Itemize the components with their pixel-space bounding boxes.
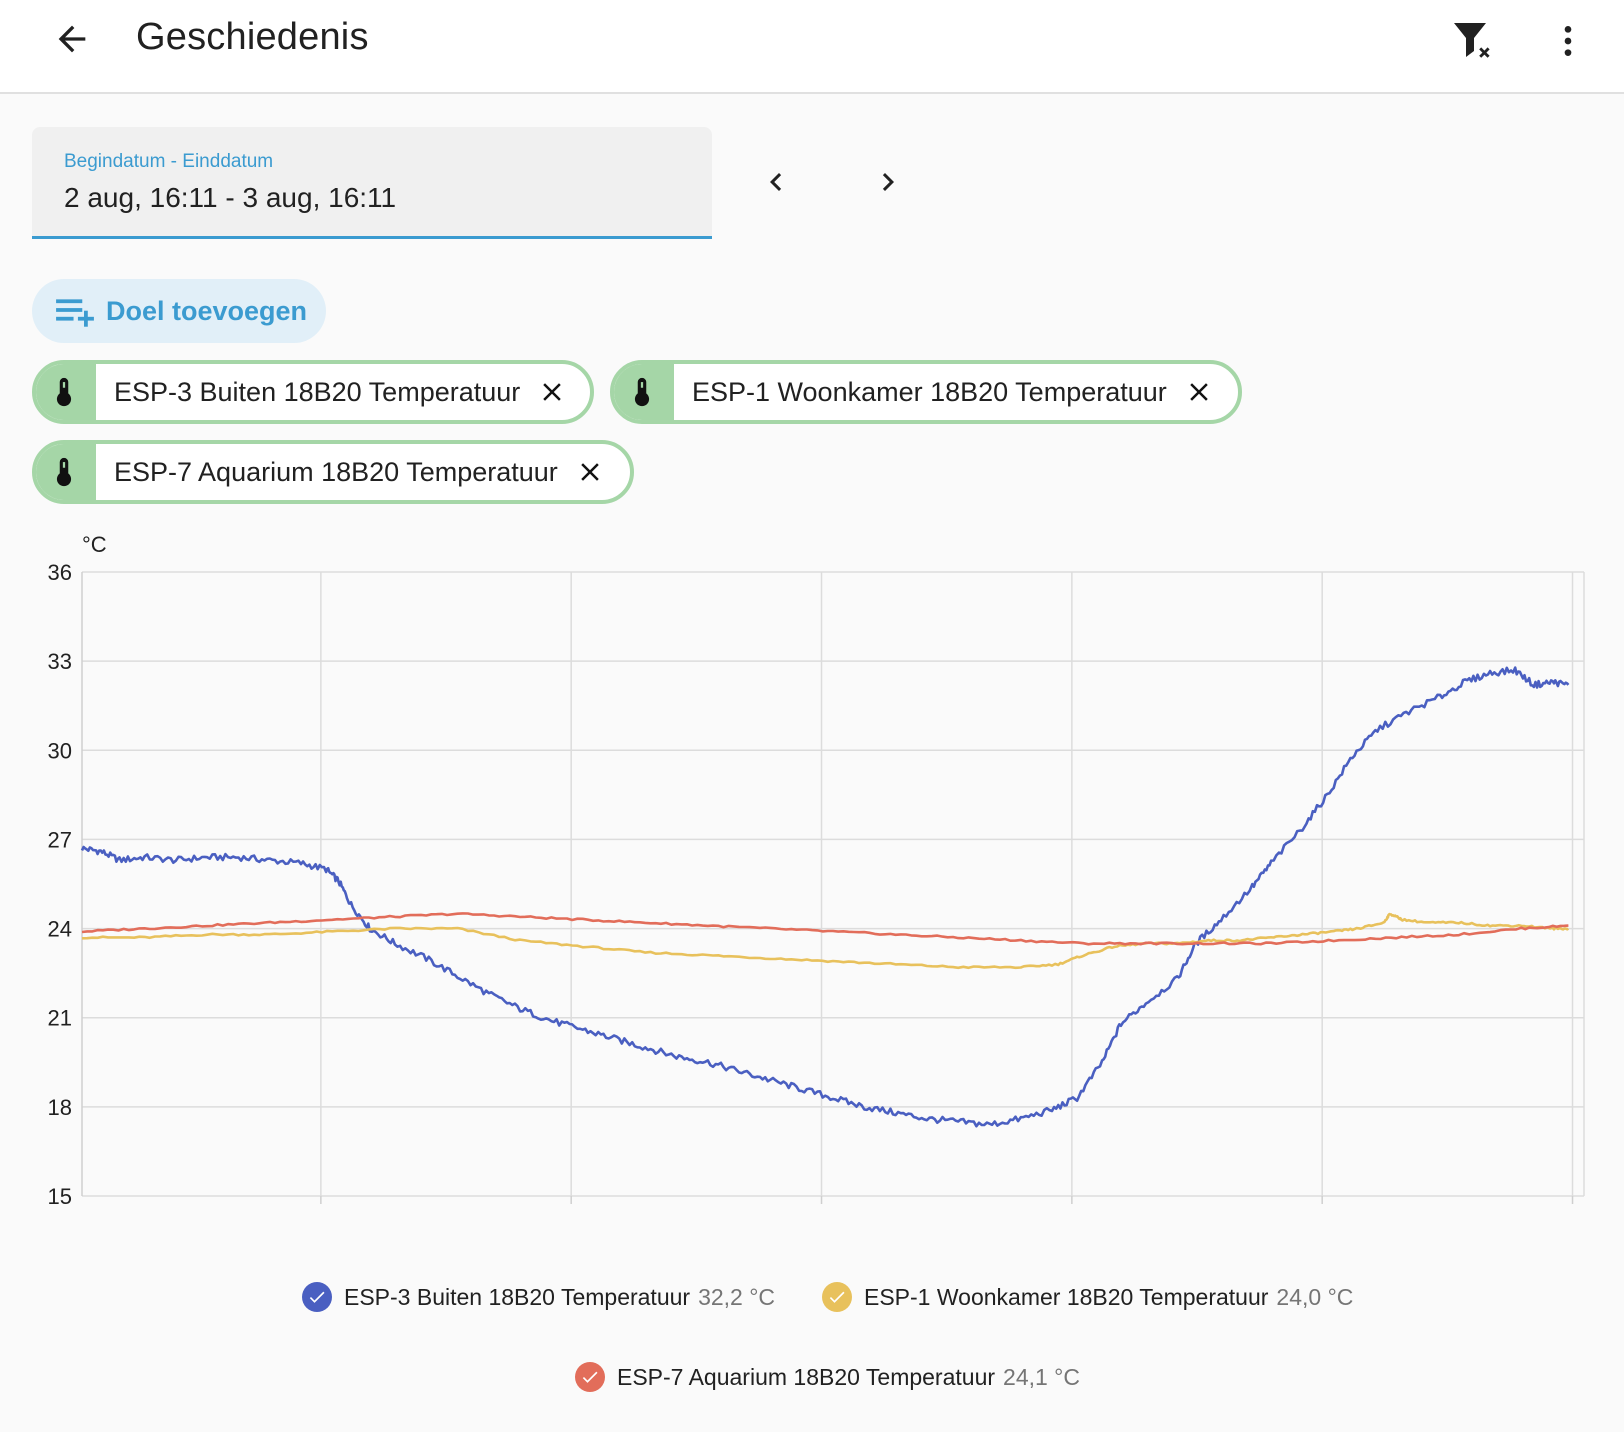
chip-label: ESP-3 Buiten 18B20 Temperatuur [114, 376, 521, 407]
chip-remove-button[interactable] [572, 454, 608, 490]
more-options-button[interactable] [1540, 11, 1596, 71]
x-tick-label: 8:00 [1050, 1218, 1093, 1220]
arrow-left-icon [58, 25, 86, 53]
date-range-picker[interactable]: Begindatum - Einddatum 2 aug, 16:11 - 3 … [32, 127, 712, 239]
close-icon [543, 383, 562, 401]
series-line-esp7 [81, 912, 1569, 946]
legend-series-value: 24,1 °C [1003, 1363, 1080, 1390]
y-tick-label: 30 [48, 738, 72, 763]
history-chart-svg: °C 36 33 30 27 24 21 18 15 20:00 3 aug 4:00 8:00 12:0… [48, 532, 1601, 1220]
x-tick-label: 12:00 [1295, 1218, 1350, 1220]
back-button[interactable] [44, 11, 100, 67]
x-tick-label: 16:00 [1545, 1218, 1600, 1220]
history-chart[interactable]: °C 36 33 30 27 24 21 18 15 20:00 3 aug 4:00 8:00 12:0… [0, 520, 1624, 1220]
chip-label: ESP-1 Woonkamer 18B20 Temperatuur [692, 376, 1167, 407]
series-line-esp3 [80, 666, 1570, 1128]
chevron-right-icon [882, 173, 894, 191]
chip-icon-wrap [36, 444, 96, 500]
series-line-esp1 [81, 912, 1570, 970]
x-tick-label: 4:00 [800, 1218, 843, 1220]
date-range-label: Begindatum - Einddatum [64, 151, 274, 172]
y-tick-label: 18 [48, 1095, 72, 1120]
entity-chip-esp3[interactable]: ESP-3 Buiten 18B20 Temperatuur [32, 360, 594, 424]
clear-filter-button[interactable] [1444, 11, 1504, 71]
chip-icon-wrap [36, 364, 96, 420]
y-tick-label: 24 [48, 917, 72, 942]
legend-item-esp3[interactable]: ESP-3 Buiten 18B20 Temperatuur 32,2 °C [302, 1282, 775, 1312]
close-icon [581, 463, 599, 481]
legend-item-esp7[interactable]: ESP-7 Aquarium 18B20 Temperatuur 24,1 °C [575, 1362, 1080, 1392]
thermometer-icon [634, 377, 650, 407]
check-circle-icon [302, 1282, 332, 1312]
page-title: Geschiedenis [136, 16, 369, 58]
add-target-label: Doel toevoegen [106, 295, 308, 326]
chip-remove-button[interactable] [534, 374, 570, 410]
dots-vertical-icon [1564, 26, 1572, 56]
previous-period-button[interactable] [748, 154, 804, 210]
y-axis-unit-label: °C [82, 532, 107, 557]
thermometer-icon [56, 377, 72, 407]
next-period-button[interactable] [860, 154, 916, 210]
legend-item-esp1[interactable]: ESP-1 Woonkamer 18B20 Temperatuur 24,0 °… [822, 1282, 1353, 1312]
close-icon [1190, 383, 1208, 401]
y-tick-label: 27 [48, 827, 72, 852]
chevron-left-icon [770, 173, 782, 191]
filter-remove-icon [1454, 23, 1490, 58]
y-tick-label: 21 [48, 1006, 72, 1031]
x-tick-label: 20:00 [293, 1218, 348, 1220]
legend-series-name: ESP-3 Buiten 18B20 Temperatuur [344, 1283, 691, 1310]
add-target-button[interactable]: Doel toevoegen [32, 279, 326, 343]
chip-label: ESP-7 Aquarium 18B20 Temperatuur [114, 456, 558, 487]
top-app-bar: Geschiedenis [0, 0, 1624, 94]
entity-chip-esp1[interactable]: ESP-1 Woonkamer 18B20 Temperatuur [610, 360, 1242, 424]
legend-series-name: ESP-1 Woonkamer 18B20 Temperatuur [864, 1283, 1269, 1310]
legend-series-value: 24,0 °C [1276, 1283, 1354, 1310]
thermometer-icon [56, 457, 72, 487]
x-tick-label: 3 aug [542, 1218, 599, 1220]
date-range-value: 2 aug, 16:11 - 3 aug, 16:11 [64, 182, 397, 213]
check-circle-icon [822, 1282, 852, 1312]
entity-chip-esp7[interactable]: ESP-7 Aquarium 18B20 Temperatuur [32, 440, 634, 504]
check-circle-icon [575, 1362, 605, 1392]
chip-remove-button[interactable] [1181, 374, 1217, 410]
playlist-plus-icon [56, 299, 94, 327]
y-tick-label: 15 [48, 1184, 72, 1209]
y-tick-label: 33 [48, 649, 72, 674]
legend-series-name: ESP-7 Aquarium 18B20 Temperatuur [617, 1363, 996, 1390]
chip-icon-wrap [614, 364, 674, 420]
legend-series-value: 32,2 °C [698, 1283, 776, 1310]
y-tick-label: 36 [48, 560, 72, 585]
